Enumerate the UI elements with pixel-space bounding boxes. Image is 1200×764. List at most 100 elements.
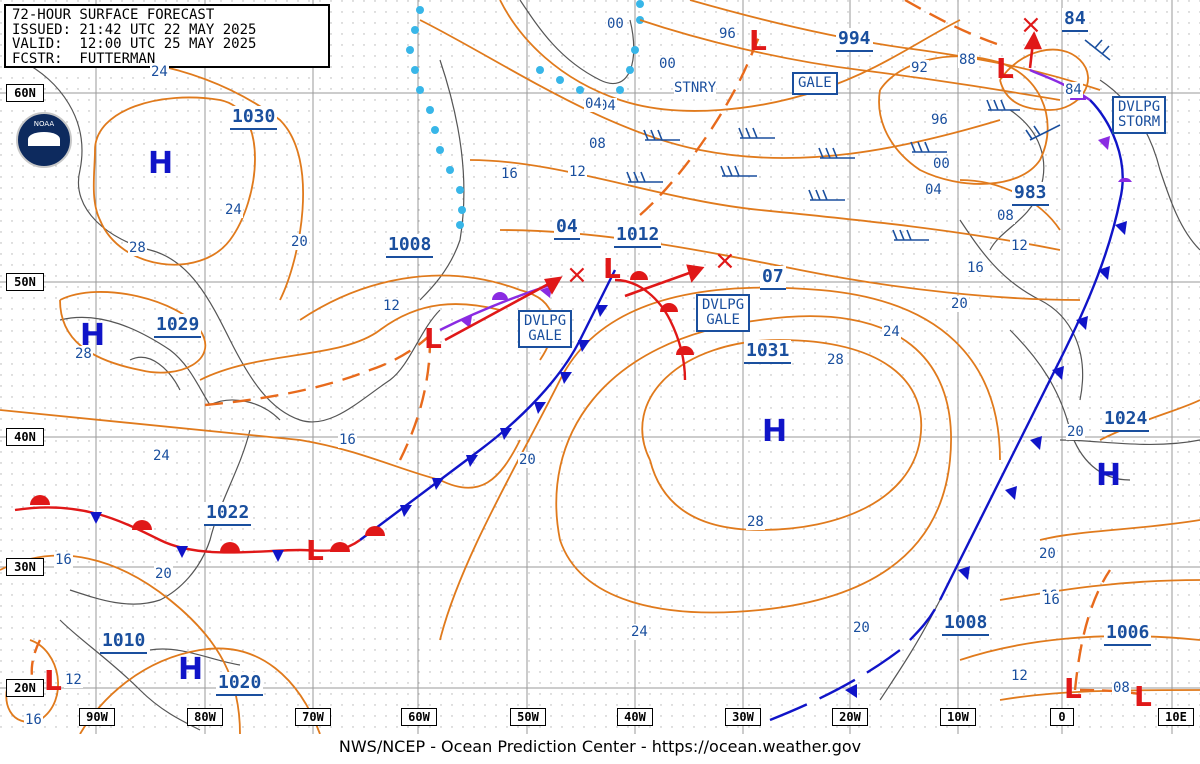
- high-center-symbol: H: [148, 146, 174, 181]
- isobar-label: 88: [958, 52, 977, 68]
- isobar-label: 08: [588, 136, 607, 152]
- lon-label-10w: 10W: [940, 708, 976, 726]
- lon-label-0: 0: [1050, 708, 1074, 726]
- central-pressure: 1024: [1102, 408, 1150, 432]
- isobar-label: 20: [1038, 546, 1057, 562]
- central-pressure: 1031: [744, 340, 792, 364]
- central-pressure: 1022: [204, 502, 252, 526]
- central-pressure: 1010: [100, 630, 148, 654]
- stationary-front-label: STNRY: [674, 80, 717, 96]
- graticule: [0, 0, 1200, 734]
- forecast-position-x-icon: ×: [714, 246, 736, 276]
- isobar-label: 24: [152, 448, 171, 464]
- lon-label-70w: 70W: [295, 708, 331, 726]
- lon-label-20w: 20W: [832, 708, 868, 726]
- fronts: [14, 0, 1146, 722]
- central-pressure: 07: [760, 266, 786, 290]
- isobar-label: 12: [1010, 668, 1029, 684]
- central-pressure: 994: [836, 28, 873, 52]
- forecast-title: 72-HOUR SURFACE FORECAST: [12, 7, 215, 23]
- lon-label-80w: 80W: [187, 708, 223, 726]
- isobar-label: 20: [1066, 424, 1085, 440]
- isobar-label: 16: [24, 712, 43, 728]
- low-center-symbol: L: [1134, 680, 1152, 713]
- forecast-position-x-icon: ×: [566, 260, 588, 290]
- isobar-label: 28: [74, 346, 93, 362]
- isobar-label: 16: [500, 166, 519, 182]
- lon-label-30w: 30W: [725, 708, 761, 726]
- developing-storm-warning: DVLPG STORM: [1112, 96, 1167, 134]
- isobar-label: 20: [950, 296, 969, 312]
- central-pressure: 1030: [230, 106, 278, 130]
- developing-gale-warning: DVLPG GALE: [696, 294, 751, 332]
- low-center-symbol: L: [603, 252, 621, 285]
- isobar-label: 92: [910, 60, 929, 76]
- isobar-label: 12: [64, 672, 83, 688]
- high-center-symbol: H: [178, 652, 204, 687]
- forecaster: FCSTR: FUTTERMAN: [12, 50, 156, 67]
- isobar-label: 28: [826, 352, 845, 368]
- central-pressure: 1006: [1104, 622, 1152, 646]
- wind-barbs: [626, 39, 1111, 241]
- isobar-label: 28: [746, 514, 765, 530]
- low-center-symbol: L: [1064, 672, 1082, 705]
- isobar-label: 04: [924, 182, 943, 198]
- central-pressure: 04: [554, 216, 580, 240]
- isobar-label: 24: [150, 64, 169, 80]
- isobar-label: 96: [930, 112, 949, 128]
- isobar-label: 24: [882, 324, 901, 340]
- central-pressure: 84: [1062, 8, 1088, 32]
- low-center-symbol: L: [306, 534, 324, 567]
- isobar-label: 00: [606, 16, 625, 32]
- forecast-info-box: 72-HOUR SURFACE FORECAST ISSUED: 21:42 U…: [4, 4, 330, 68]
- isobars: [0, 0, 1200, 735]
- isobar-label: 12: [1010, 238, 1029, 254]
- motion-arrows: [444, 31, 1042, 342]
- low-center-symbol: L: [44, 664, 62, 697]
- footer-credit: NWS/NCEP - Ocean Prediction Center - htt…: [0, 734, 1200, 764]
- dot-grid: [0, 0, 1200, 734]
- central-pressure: 1012: [614, 224, 662, 248]
- isobar-label: 20: [852, 620, 871, 636]
- low-center-symbol: L: [749, 24, 767, 57]
- high-center-symbol: H: [762, 414, 788, 449]
- noaa-logo-icon: NOAA: [16, 112, 72, 168]
- lon-label-40w: 40W: [617, 708, 653, 726]
- valid-time: VALID: 12:00 UTC 25 MAY 2025: [12, 36, 257, 52]
- isobar-label: 28: [128, 240, 147, 256]
- lon-label-50w: 50W: [510, 708, 546, 726]
- lat-label-60n: 60N: [6, 84, 44, 102]
- lat-label-20n: 20N: [6, 679, 44, 697]
- front-symbols: [30, 92, 1132, 698]
- isobar-label: 00: [932, 156, 951, 172]
- lat-label-30n: 30N: [6, 558, 44, 576]
- noaa-bird-icon: [28, 132, 60, 146]
- isobar-label: 08: [1112, 680, 1131, 696]
- isobar-label: 16: [966, 260, 985, 276]
- lon-label-10e: 10E: [1158, 708, 1194, 726]
- developing-gale-warning: DVLPG GALE: [518, 310, 573, 348]
- low-center-symbol: L: [996, 52, 1014, 85]
- isobar-label: 16: [54, 552, 73, 568]
- isobar-label: 12: [382, 298, 401, 314]
- noaa-logo-text: NOAA: [33, 120, 55, 128]
- lat-label-50n: 50N: [6, 273, 44, 291]
- isobar-label: 20: [154, 566, 173, 582]
- central-pressure: 1020: [216, 672, 264, 696]
- lon-label-60w: 60W: [401, 708, 437, 726]
- issued-time: ISSUED: 21:42 UTC 22 MAY 2025: [12, 21, 257, 38]
- isobar-label: 00: [658, 56, 677, 72]
- lon-label-90w: 90W: [79, 708, 115, 726]
- lat-label-40n: 40N: [6, 428, 44, 446]
- isobar-label: 24: [224, 202, 243, 218]
- isobar-label: 08: [996, 208, 1015, 224]
- isobar-label: 12: [568, 164, 587, 180]
- ice-edge: [406, 0, 644, 229]
- central-pressure: 1008: [942, 612, 990, 636]
- isobar-label: 20: [290, 234, 309, 250]
- low-center-symbol: L: [424, 322, 442, 355]
- isobar-label: 16: [1042, 592, 1061, 608]
- high-center-symbol: H: [1096, 458, 1122, 493]
- gale-warning: GALE: [792, 72, 838, 95]
